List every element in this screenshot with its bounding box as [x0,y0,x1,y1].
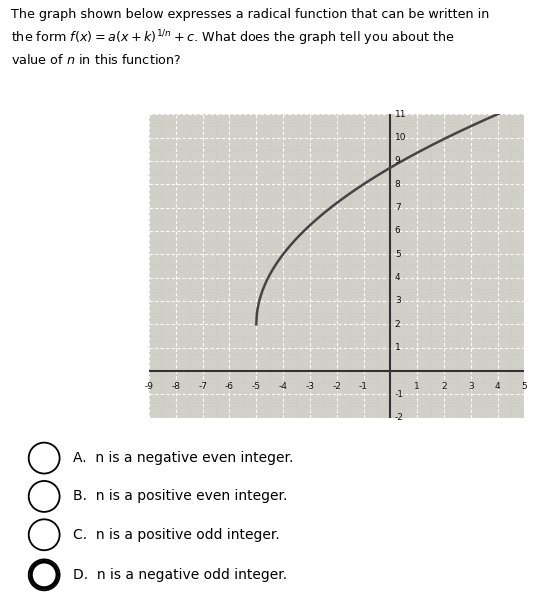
Text: 10: 10 [395,133,406,142]
Text: -6: -6 [225,382,234,391]
Text: -2: -2 [332,382,341,391]
Text: -3: -3 [305,382,315,391]
Text: -7: -7 [198,382,207,391]
Text: C.  n is a positive odd integer.: C. n is a positive odd integer. [73,528,280,542]
Text: 2: 2 [395,320,400,329]
Text: 8: 8 [395,180,401,189]
Text: -4: -4 [279,382,288,391]
Text: -2: -2 [395,413,404,422]
Text: 9: 9 [395,156,401,165]
Text: 6: 6 [395,227,401,236]
Text: 4: 4 [395,273,400,282]
Text: 3: 3 [468,382,474,391]
Text: 5: 5 [522,382,527,391]
Text: -8: -8 [171,382,181,391]
Text: 2: 2 [441,382,447,391]
Text: -1: -1 [395,390,404,399]
Text: 5: 5 [395,250,401,259]
Text: 1: 1 [415,382,420,391]
Text: 4: 4 [495,382,501,391]
Text: -5: -5 [252,382,261,391]
Text: 3: 3 [395,296,401,305]
Text: B.  n is a positive even integer.: B. n is a positive even integer. [73,489,288,504]
Text: The graph shown below expresses a radical function that can be written in
the fo: The graph shown below expresses a radica… [11,8,489,67]
Text: D.  n is a negative odd integer.: D. n is a negative odd integer. [73,568,288,582]
Text: -1: -1 [359,382,368,391]
Text: -9: -9 [145,382,153,391]
Text: 1: 1 [395,343,401,352]
Text: 7: 7 [395,203,401,212]
Text: 11: 11 [395,110,406,118]
Text: A.  n is a negative even integer.: A. n is a negative even integer. [73,451,294,465]
